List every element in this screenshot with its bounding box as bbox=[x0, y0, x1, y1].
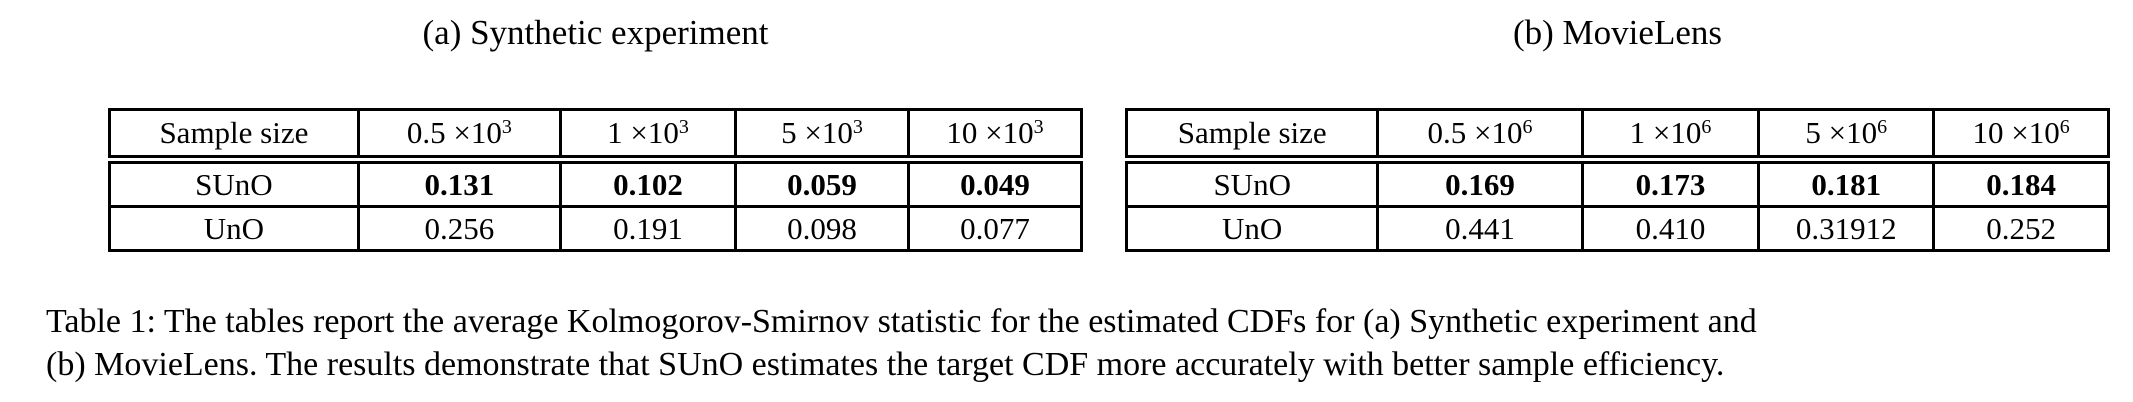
value-cell: 0.173 bbox=[1580, 158, 1761, 208]
column-header-cell: 0.5 ×103 bbox=[356, 108, 563, 164]
header-exponent: 3 bbox=[501, 115, 512, 138]
header-value: 10 ×10 bbox=[1972, 115, 2060, 150]
header-value: 0.5 ×10 bbox=[406, 115, 502, 150]
subtable-a-title: (a) Synthetic experiment bbox=[422, 13, 769, 52]
table-row-uno: UnO 0.256 0.191 0.098 0.077 bbox=[108, 205, 1084, 252]
value-cell: 0.184 bbox=[1932, 158, 2110, 208]
header-exponent: 3 bbox=[1033, 115, 1044, 138]
results-table-synthetic: Sample size 0.5 ×103 1 ×103 5 ×103 10 ×1… bbox=[108, 108, 1084, 252]
results-table-movielens: Sample size 0.5 ×106 1 ×106 5 ×106 10 ×1… bbox=[1124, 108, 2110, 252]
corner-header-cell: Sample size bbox=[108, 108, 360, 164]
value-cell: 0.181 bbox=[1757, 158, 1936, 208]
value-cell: 0.410 bbox=[1580, 205, 1761, 252]
value-cell: 0.049 bbox=[906, 158, 1084, 208]
header-exponent: 3 bbox=[678, 115, 689, 138]
value-cell: 0.256 bbox=[356, 205, 563, 252]
column-header-cell: 10 ×106 bbox=[1932, 108, 2110, 164]
row-label-cell: UnO bbox=[108, 205, 360, 252]
column-header-cell: 10 ×103 bbox=[906, 108, 1084, 164]
header-value: 5 ×10 bbox=[1805, 115, 1878, 150]
caption-line-2: (b) MovieLens. The results demonstrate t… bbox=[46, 346, 1725, 383]
header-value: 1 ×10 bbox=[1629, 115, 1702, 150]
value-cell: 0.169 bbox=[1376, 158, 1584, 208]
value-cell: 0.252 bbox=[1932, 205, 2110, 252]
row-label-cell: SUnO bbox=[1124, 158, 1380, 208]
table-header-row: Sample size 0.5 ×106 1 ×106 5 ×106 10 ×1… bbox=[1124, 108, 2110, 164]
value-cell: 0.077 bbox=[906, 205, 1084, 252]
table-header-row: Sample size 0.5 ×103 1 ×103 5 ×103 10 ×1… bbox=[108, 108, 1084, 164]
value-cell: 0.131 bbox=[356, 158, 563, 208]
header-exponent: 6 bbox=[1701, 115, 1712, 138]
value-cell: 0.098 bbox=[733, 205, 910, 252]
table-row-uno: UnO 0.441 0.410 0.31912 0.252 bbox=[1124, 205, 2110, 252]
column-header-cell: 1 ×106 bbox=[1580, 108, 1761, 164]
corner-header-cell: Sample size bbox=[1124, 108, 1380, 164]
caption-line-1: Table 1: The tables report the average K… bbox=[46, 303, 1757, 340]
header-value: 0.5 ×10 bbox=[1427, 115, 1523, 150]
table-row-suno: SUnO 0.169 0.173 0.181 0.184 bbox=[1124, 158, 2110, 208]
table-row-suno: SUnO 0.131 0.102 0.059 0.049 bbox=[108, 158, 1084, 208]
column-header-cell: 5 ×106 bbox=[1757, 108, 1936, 164]
header-exponent: 6 bbox=[2059, 115, 2070, 138]
header-exponent: 3 bbox=[852, 115, 863, 138]
value-cell: 0.31912 bbox=[1757, 205, 1936, 252]
row-label-cell: SUnO bbox=[108, 158, 360, 208]
value-cell: 0.102 bbox=[559, 158, 737, 208]
table-caption: Table 1: The tables report the average K… bbox=[46, 300, 2110, 386]
header-value: 5 ×10 bbox=[781, 115, 853, 150]
column-header-cell: 5 ×103 bbox=[733, 108, 910, 164]
header-value: 1 ×10 bbox=[607, 115, 679, 150]
subtable-b-title: (b) MovieLens bbox=[1513, 13, 1722, 52]
column-header-cell: 0.5 ×106 bbox=[1376, 108, 1584, 164]
row-label-cell: UnO bbox=[1124, 205, 1380, 252]
value-cell: 0.059 bbox=[733, 158, 910, 208]
column-header-cell: 1 ×103 bbox=[559, 108, 737, 164]
value-cell: 0.191 bbox=[559, 205, 737, 252]
header-exponent: 6 bbox=[1877, 115, 1888, 138]
value-cell: 0.441 bbox=[1376, 205, 1584, 252]
header-exponent: 6 bbox=[1522, 115, 1533, 138]
header-value: 10 ×10 bbox=[946, 115, 1034, 150]
